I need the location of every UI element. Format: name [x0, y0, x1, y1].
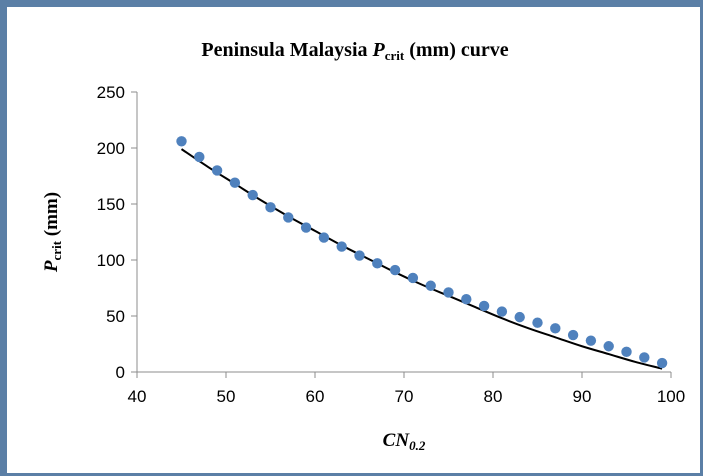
data-point	[300, 222, 312, 233]
data-point	[176, 136, 187, 147]
data-point	[532, 317, 543, 328]
data-point	[656, 357, 668, 369]
data-point	[603, 341, 614, 352]
data-point	[639, 352, 650, 363]
y-axis-label-suffix: (mm)	[41, 192, 62, 241]
data-point	[567, 329, 579, 341]
data-point	[425, 280, 436, 291]
data-point	[247, 189, 258, 201]
data-point	[194, 151, 205, 163]
x-tick-label: 50	[217, 387, 236, 406]
data-point	[496, 306, 508, 317]
points-layer	[176, 136, 668, 369]
y-axis-ticks: 0 50 100 150 200 250	[97, 83, 137, 382]
data-point	[389, 264, 401, 276]
trend-layer	[180, 148, 663, 370]
y-tick-label: 250	[97, 83, 125, 102]
data-point	[336, 241, 347, 252]
x-tick-label: 80	[484, 387, 503, 406]
data-point	[354, 250, 365, 261]
data-point	[585, 335, 597, 346]
data-point	[461, 294, 472, 305]
y-tick-label: 200	[97, 139, 125, 158]
data-point	[514, 311, 525, 323]
chart-title-var: P	[372, 39, 386, 61]
x-tick-label: 60	[306, 387, 325, 406]
y-tick-label: 0	[116, 363, 125, 382]
chart-title-prefix: Peninsula Malaysia	[201, 39, 372, 61]
data-point	[265, 202, 276, 213]
chart-title: Peninsula Malaysia Pcrit (mm) curve	[201, 39, 508, 63]
chart-title-suffix: (mm) curve	[404, 39, 509, 61]
data-point	[318, 232, 330, 243]
data-point	[211, 165, 223, 176]
x-axis-label-var: CN	[383, 430, 411, 451]
x-tick-label: 100	[657, 387, 685, 406]
y-axis-label-var: P	[41, 260, 62, 273]
y-axis-label: Pcrit (mm)	[41, 192, 64, 273]
data-point	[478, 300, 490, 312]
data-point	[283, 212, 294, 223]
data-point	[621, 346, 632, 358]
data-point	[229, 177, 241, 188]
y-tick-label: 50	[106, 307, 125, 326]
x-tick-label: 40	[128, 387, 147, 406]
x-axis-label: CN0.2	[383, 430, 426, 453]
x-tick-label: 70	[395, 387, 414, 406]
x-axis-label-sub: 0.2	[409, 438, 426, 453]
data-point	[407, 272, 419, 284]
y-axis-label-sub: crit	[49, 240, 64, 260]
x-axis-ticks: 40 50 60 70 80 90 100	[128, 372, 685, 406]
y-tick-label: 150	[97, 195, 125, 214]
y-tick-label: 100	[97, 251, 125, 270]
x-tick-label: 90	[573, 387, 592, 406]
chart-title-sub: crit	[385, 48, 405, 63]
data-point	[372, 258, 383, 269]
data-point	[443, 287, 454, 298]
data-point	[550, 323, 561, 334]
trend-line	[180, 148, 663, 370]
